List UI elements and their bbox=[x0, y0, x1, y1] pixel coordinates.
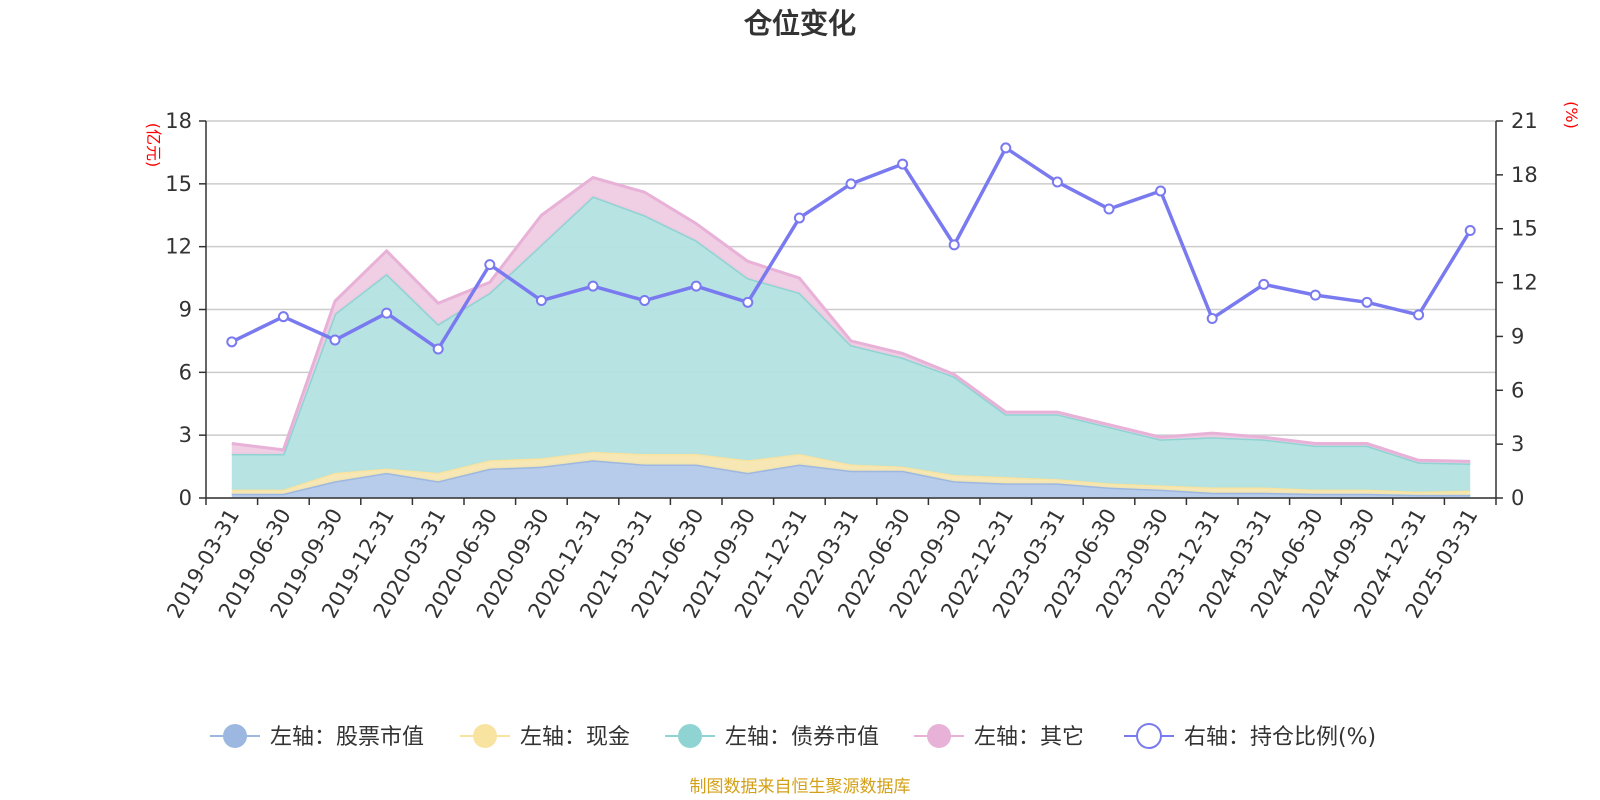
left-tick-label: 6 bbox=[179, 360, 192, 384]
area-左轴：股票市值 bbox=[231, 460, 1471, 498]
ratio-point bbox=[1413, 309, 1425, 321]
legend-marker bbox=[473, 724, 497, 748]
ratio-point bbox=[381, 307, 393, 319]
stacked-areas bbox=[231, 175, 1471, 498]
ratio-point bbox=[226, 336, 238, 348]
ratio-point bbox=[432, 343, 444, 355]
ratio-point bbox=[639, 295, 651, 307]
legend-label: 左轴：其它 bbox=[974, 725, 1084, 750]
ratio-point bbox=[484, 259, 496, 271]
ratio-point bbox=[690, 280, 702, 292]
ratio-point bbox=[1258, 278, 1270, 290]
legend-label: 右轴：持仓比例(%) bbox=[1184, 725, 1376, 750]
ratio-point bbox=[1309, 289, 1321, 301]
legend-label: 左轴：股票市值 bbox=[270, 725, 424, 750]
ratio-point bbox=[277, 311, 289, 323]
ratio-point bbox=[587, 280, 599, 292]
data-source-note: 制图数据来自恒生聚源数据库 bbox=[690, 777, 911, 797]
ratio-point bbox=[1103, 203, 1115, 215]
area-edge-左轴：其它 bbox=[231, 175, 1471, 463]
legend-marker bbox=[678, 724, 702, 748]
ratio-point bbox=[897, 158, 909, 170]
legend-label: 左轴：现金 bbox=[520, 725, 630, 750]
ratio-point bbox=[1361, 296, 1373, 308]
area-edge-左轴：现金 bbox=[231, 450, 1471, 494]
left-axis-unit: (亿元) bbox=[144, 123, 163, 168]
left-tick-label: 9 bbox=[179, 298, 192, 322]
legend-label: 左轴：债券市值 bbox=[725, 725, 879, 750]
legend-marker bbox=[223, 724, 247, 748]
legend-marker bbox=[927, 724, 951, 748]
ratio-point bbox=[845, 178, 857, 190]
legend-marker bbox=[1136, 723, 1162, 749]
right-tick-label: 15 bbox=[1511, 217, 1538, 241]
left-tick-label: 3 bbox=[179, 423, 192, 447]
left-tick-label: 15 bbox=[165, 172, 192, 196]
left-tick-label: 0 bbox=[179, 486, 192, 510]
ratio-point bbox=[793, 212, 805, 224]
ratio-point bbox=[1000, 142, 1012, 154]
ratio-point bbox=[535, 295, 547, 307]
right-tick-label: 6 bbox=[1511, 378, 1524, 402]
legend: 左轴：股票市值 左轴：现金 左轴：债券市值 左轴：其它 右轴：持仓比例(%) bbox=[210, 723, 1376, 750]
right-tick-label: 0 bbox=[1511, 486, 1524, 510]
left-tick-label: 12 bbox=[165, 235, 192, 259]
area-左轴：债券市值 bbox=[231, 196, 1471, 492]
ratio-point bbox=[329, 334, 341, 346]
ratio-point bbox=[948, 239, 960, 251]
right-tick-label: 3 bbox=[1511, 432, 1524, 456]
right-tick-label: 12 bbox=[1511, 271, 1538, 295]
ratio-point bbox=[1155, 185, 1167, 197]
right-tick-label: 18 bbox=[1511, 163, 1538, 187]
ratio-line bbox=[226, 142, 1476, 355]
chart-title: 仓位变化 bbox=[744, 7, 856, 40]
ratio-point bbox=[1051, 176, 1063, 188]
right-tick-label: 21 bbox=[1511, 109, 1538, 133]
ratio-point bbox=[742, 296, 754, 308]
right-tick-label: 9 bbox=[1511, 324, 1524, 348]
ratio-point bbox=[1464, 225, 1476, 237]
right-axis-unit: (%) bbox=[1562, 101, 1581, 129]
left-tick-label: 18 bbox=[165, 109, 192, 133]
ratio-point bbox=[1206, 312, 1218, 324]
area-左轴：现金 bbox=[231, 451, 1471, 495]
